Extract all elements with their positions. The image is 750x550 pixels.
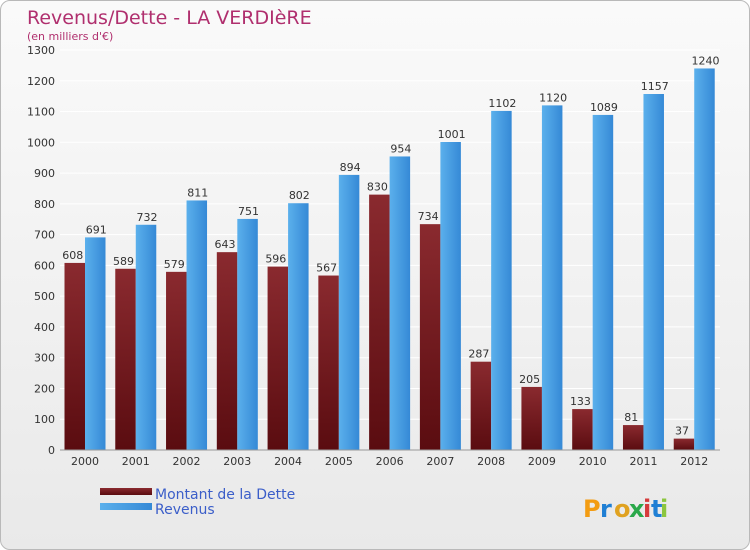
x-axis: 2000 2001 2002 2003 2004 2005 2006 2007 2008 2009… xyxy=(60,449,720,468)
value-label: 830 xyxy=(367,181,388,194)
value-label: 205 xyxy=(519,373,540,386)
value-label: 734 xyxy=(418,210,439,223)
legend-swatch-revenus xyxy=(100,503,152,510)
bar-revenus xyxy=(288,203,309,450)
y-tick-label: 900 xyxy=(34,167,55,180)
value-label: 894 xyxy=(340,161,361,174)
bar-revenus xyxy=(440,142,461,450)
bar-debt xyxy=(64,262,85,450)
bar-debt xyxy=(673,438,695,450)
y-tick-label: 200 xyxy=(34,382,55,395)
y-tick-label: 800 xyxy=(34,198,55,211)
value-label: 732 xyxy=(137,211,158,224)
bar-debt xyxy=(369,194,390,450)
y-tick-label: 500 xyxy=(34,290,55,303)
chart-title: Revenus/Dette - LA VERDIèRE xyxy=(27,7,312,29)
bar-debt xyxy=(318,275,339,450)
bar-debt xyxy=(419,224,441,450)
legend-label-revenus: Revenus xyxy=(155,502,215,518)
y-tick-label: 600 xyxy=(34,259,55,272)
value-label: 579 xyxy=(164,258,185,271)
value-label: 1120 xyxy=(539,91,567,104)
logo-letter: i xyxy=(660,495,668,523)
bar-debt xyxy=(166,271,187,450)
value-label: 811 xyxy=(187,186,208,199)
bar-revenus xyxy=(338,174,360,450)
y-tick-label: 1300 xyxy=(27,44,55,57)
y-tick-label: 1000 xyxy=(27,136,55,149)
x-tick-label: 2008 xyxy=(477,455,505,468)
bar-revenus xyxy=(237,218,258,450)
value-label: 751 xyxy=(238,205,259,218)
value-label: 691 xyxy=(86,223,107,236)
x-tick-label: 2004 xyxy=(274,455,302,468)
bars xyxy=(64,68,715,450)
x-tick-label: 2010 xyxy=(579,455,607,468)
bar-debt xyxy=(267,266,289,450)
y-tick-label: 1100 xyxy=(27,106,55,119)
bar-revenus xyxy=(186,200,208,450)
logo-letter: i xyxy=(643,495,651,523)
bar-debt xyxy=(470,361,492,450)
logo-letter: x xyxy=(629,495,645,523)
bar-revenus xyxy=(85,237,106,450)
value-label: 596 xyxy=(265,253,286,266)
logo-letter: P xyxy=(583,495,601,523)
value-label: 81 xyxy=(624,411,638,424)
legend-label-debt: Montant de la Dette xyxy=(155,487,295,503)
legend-swatch-debt xyxy=(100,488,152,495)
bar-debt xyxy=(216,252,238,450)
logo-letter: o xyxy=(614,495,631,523)
value-label: 287 xyxy=(468,348,489,361)
y-tick-label: 400 xyxy=(34,321,55,334)
y-axis: 0 100 200 300 400 500 600 700 800 900 1000 1100 1200… xyxy=(27,44,55,457)
x-tick-label: 2012 xyxy=(680,455,708,468)
value-label: 608 xyxy=(62,249,83,262)
bar-debt xyxy=(572,409,593,450)
value-label: 133 xyxy=(570,395,591,408)
bar-revenus xyxy=(592,114,614,450)
x-tick-label: 2011 xyxy=(629,455,657,468)
bar-revenus xyxy=(541,105,563,450)
bar-debt xyxy=(622,425,644,450)
y-tick-label: 100 xyxy=(34,413,55,426)
y-tick-label: 300 xyxy=(34,352,55,365)
bar-revenus xyxy=(491,110,512,450)
x-tick-label: 2005 xyxy=(325,455,353,468)
x-tick-label: 2000 xyxy=(71,455,99,468)
value-label: 589 xyxy=(113,255,134,268)
value-label: 643 xyxy=(215,238,236,251)
logo-letter: t xyxy=(651,495,662,523)
x-tick-label: 2002 xyxy=(173,455,201,468)
value-label: 37 xyxy=(675,425,689,438)
x-tick-label: 2009 xyxy=(528,455,556,468)
y-tick-label: 1200 xyxy=(27,75,55,88)
logo-letter: r xyxy=(600,495,612,523)
value-label: 1157 xyxy=(641,80,669,93)
x-tick-label: 2001 xyxy=(122,455,150,468)
value-label: 567 xyxy=(316,262,337,275)
value-label: 1240 xyxy=(691,54,719,67)
x-tick-label: 2003 xyxy=(223,455,251,468)
y-tick-label: 700 xyxy=(34,229,55,242)
x-tick-label: 2007 xyxy=(426,455,454,468)
x-tick-label: 2006 xyxy=(376,455,404,468)
legend: Montant de la Dette Revenus xyxy=(100,487,295,518)
value-label: 1001 xyxy=(438,128,466,141)
bar-revenus xyxy=(643,94,664,450)
chart-subtitle: (en milliers d'€) xyxy=(27,30,113,43)
value-label: 802 xyxy=(289,189,310,202)
value-label: 1089 xyxy=(590,101,618,114)
value-label: 954 xyxy=(390,142,411,155)
bar-revenus xyxy=(389,156,411,450)
bar-revenus xyxy=(694,68,715,450)
y-tick-label: 0 xyxy=(48,444,55,457)
value-label: 1102 xyxy=(488,97,516,110)
bar-revenus xyxy=(135,224,157,450)
bar-debt xyxy=(115,268,136,450)
bar-debt xyxy=(521,386,542,450)
